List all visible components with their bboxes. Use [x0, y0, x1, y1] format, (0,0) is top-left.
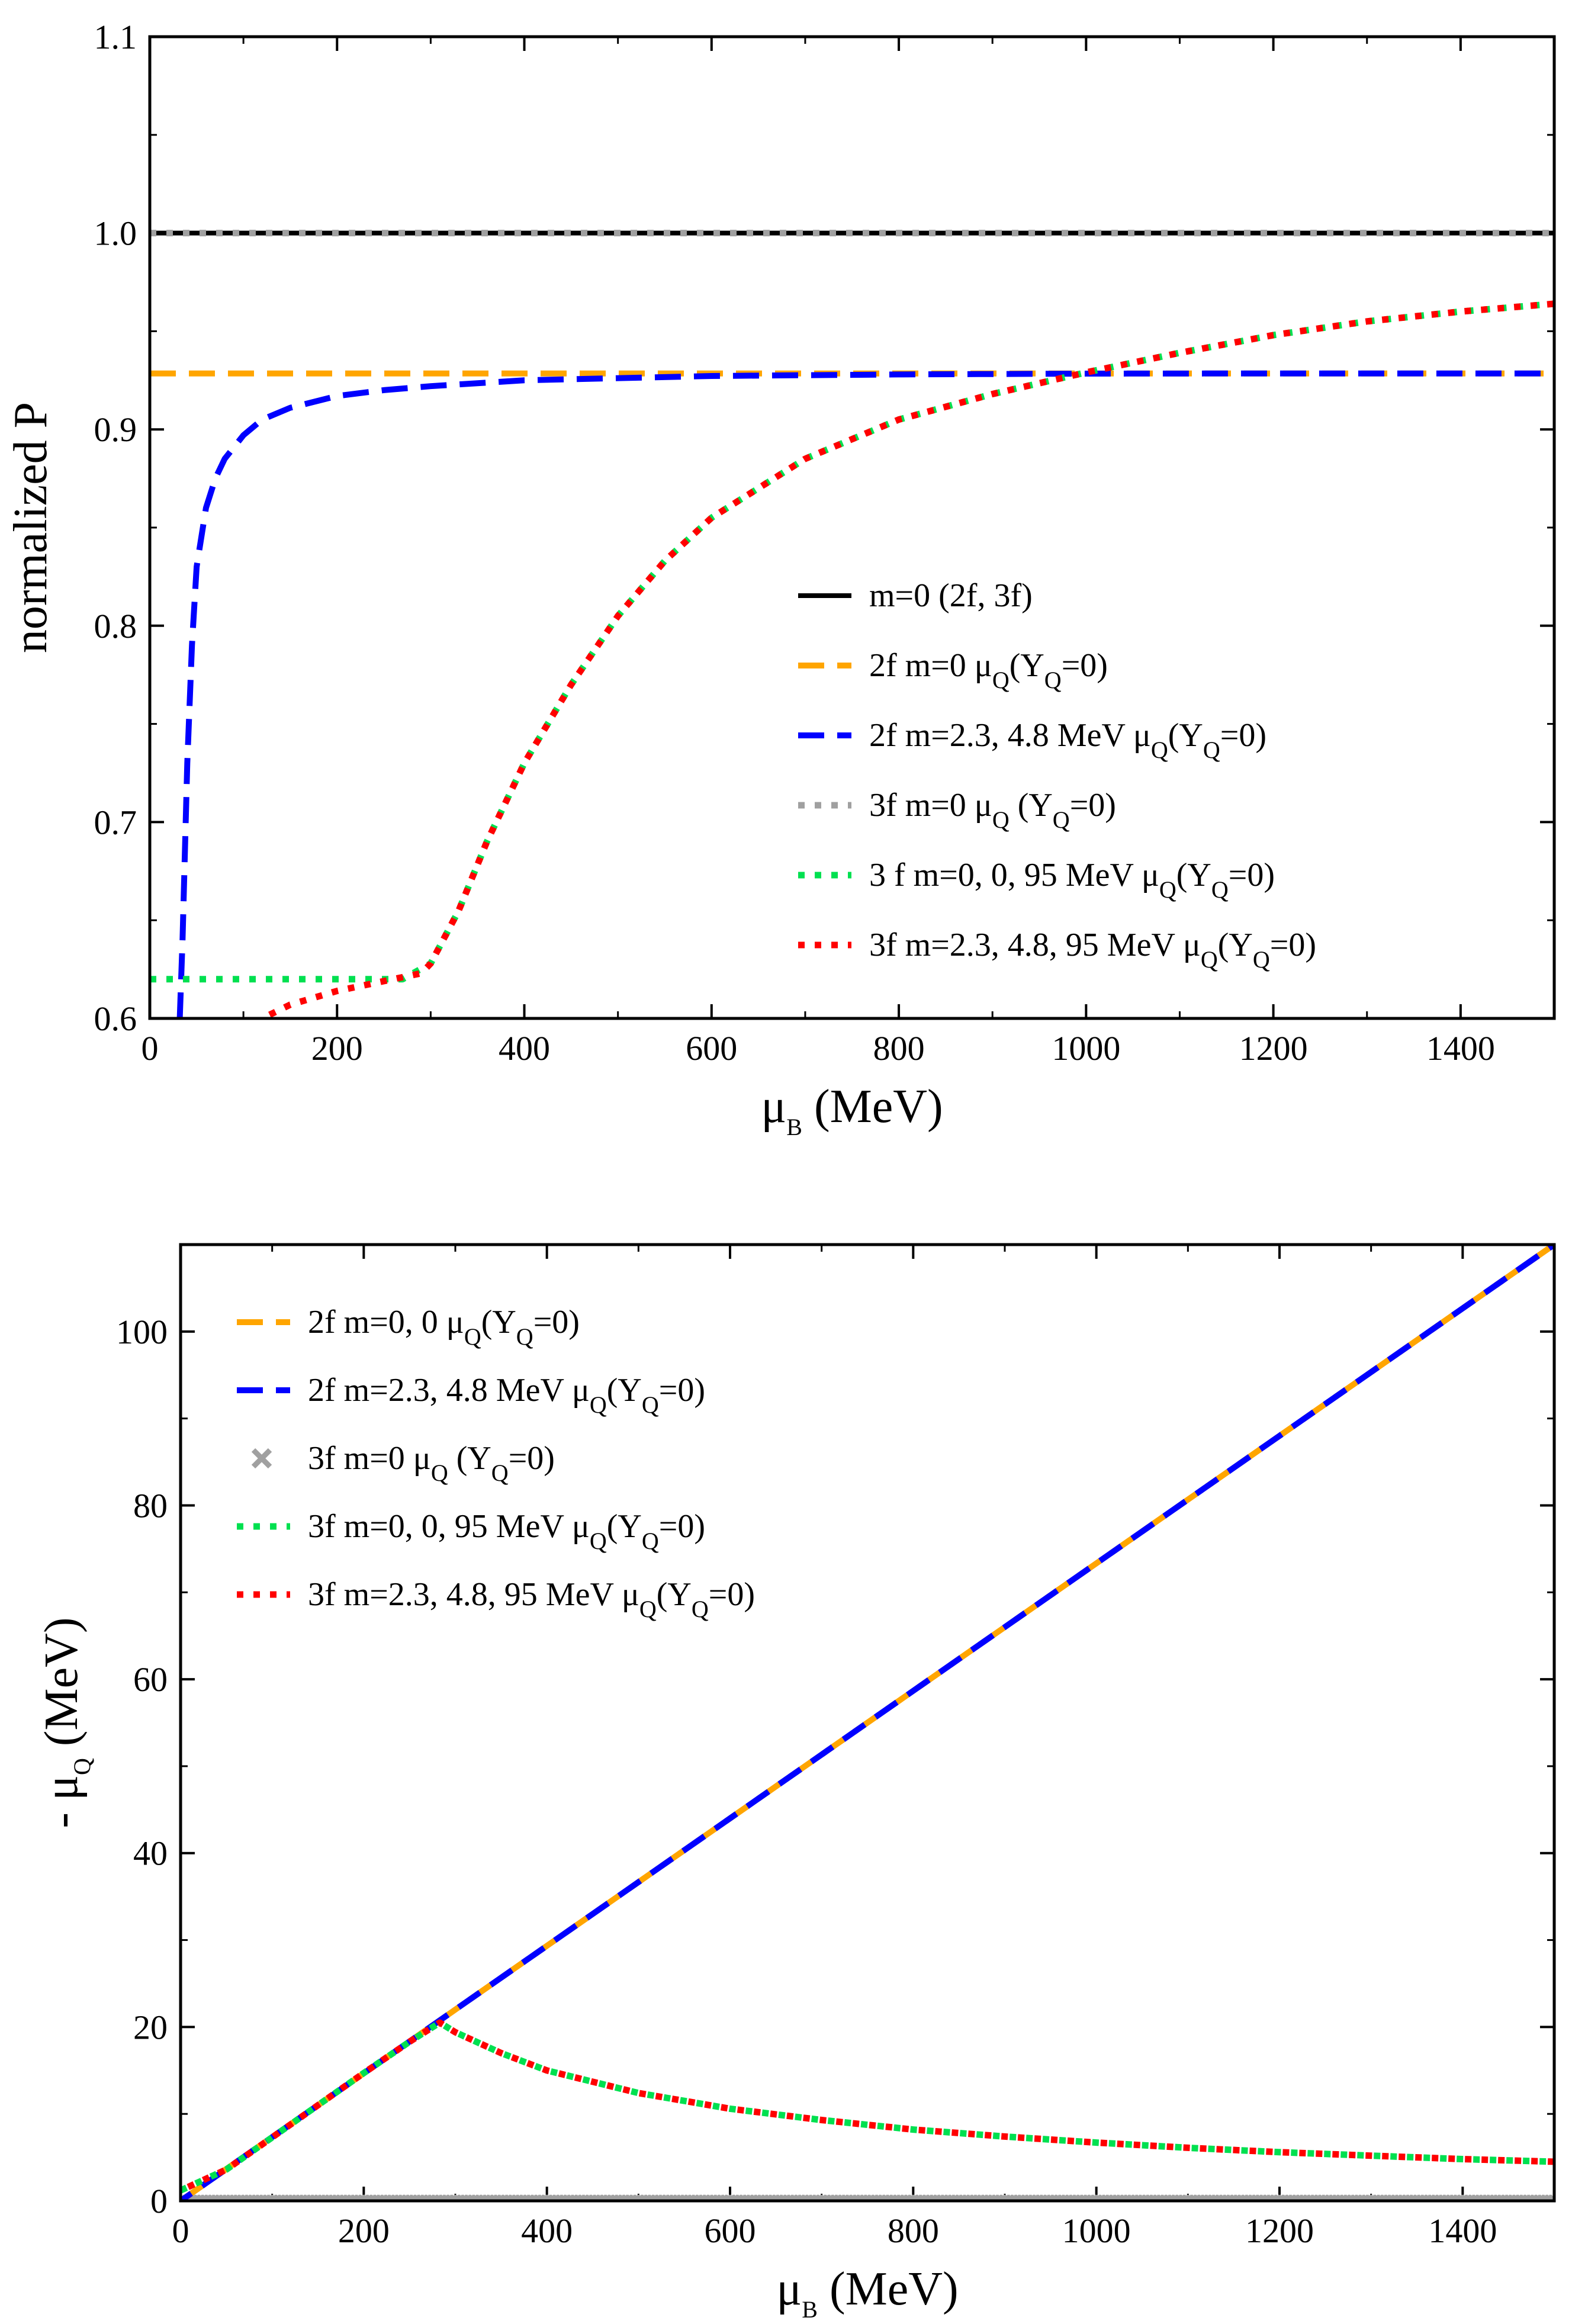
legend: m=0 (2f, 3f) 2f m=0 μQ(YQ=0) 2f m=2.3, 4.8… — [798, 577, 1316, 973]
legend-label: 3f m=2.3, 4.8, 95 MeV μQ(YQ=0) — [308, 1576, 755, 1622]
legend-label: 2f m=2.3, 4.8 MeV μQ(YQ=0) — [308, 1372, 705, 1418]
y-tick-label: 100 — [116, 1313, 168, 1351]
x-tick-label: 1400 — [1428, 2212, 1497, 2250]
x-tick-label: 1000 — [1062, 2212, 1131, 2250]
legend-label: 3f m=0, 0, 95 MeV μQ(YQ=0) — [308, 1508, 705, 1554]
series-line — [181, 2019, 1554, 2194]
y-tick-label: 1.1 — [94, 18, 137, 56]
y-axis-title: normalized P — [5, 402, 57, 653]
series-line — [150, 300, 1554, 983]
legend-label: 2f m=0 μQ(YQ=0) — [869, 647, 1108, 693]
legend-label: 3f m=2.3, 4.8, 95 MeV μQ(YQ=0) — [869, 927, 1316, 973]
legend-swatch — [251, 1448, 272, 1469]
x-tick-label: 800 — [888, 2212, 939, 2250]
axis-ticks — [149, 36, 1554, 1020]
legend: 2f m=0, 0 μQ(YQ=0) 2f m=2.3, 4.8 MeV μQ(Y… — [237, 1304, 755, 1622]
y-tick-label: 1.0 — [94, 214, 137, 253]
x-tick-label: 400 — [499, 1029, 550, 1068]
x-tick-label: 200 — [338, 2212, 390, 2250]
legend-label: 3f m=0 μQ (YQ=0) — [308, 1440, 555, 1486]
y-tick-label: 0 — [150, 2182, 168, 2220]
series-line — [176, 370, 1554, 1018]
x-tick-label: 0 — [172, 2212, 189, 2250]
plot-frame — [179, 1243, 1556, 2203]
y-tick-label: 40 — [133, 1834, 168, 1873]
plot-frame — [148, 35, 1556, 1020]
y-tick-label: 60 — [133, 1660, 168, 1699]
x-tick-label: 0 — [142, 1029, 159, 1068]
y-tick-label: 0.9 — [94, 410, 137, 449]
y-tick-label: 0.6 — [94, 999, 137, 1038]
x-tick-label: 600 — [686, 1029, 737, 1068]
x-axis-title: μB (MeV) — [761, 1081, 943, 1140]
x-tick-label: 1200 — [1245, 2212, 1314, 2250]
y-axis-title: - μQ (MeV) — [36, 1617, 95, 1828]
cross-marker — [1548, 2194, 1554, 2201]
y-tick-label: 0.7 — [94, 803, 137, 841]
x-tick-label: 600 — [705, 2212, 756, 2250]
x-tick-label: 1200 — [1239, 1029, 1308, 1068]
legend-label: 3 f m=0, 0, 95 MeV μQ(YQ=0) — [869, 857, 1275, 903]
x-tick-label: 1000 — [1052, 1029, 1120, 1068]
series-group — [181, 1245, 1554, 2201]
x-axis-title: μB (MeV) — [776, 2263, 958, 2323]
y-tick-label: 80 — [133, 1486, 168, 1525]
x-tick-label: 400 — [521, 2212, 573, 2250]
series-crosses — [181, 2194, 1554, 2201]
legend-label: m=0 (2f, 3f) — [869, 577, 1033, 614]
series-line — [261, 300, 1554, 1018]
y-tick-label: 0.8 — [94, 607, 137, 645]
x-tick-label: 800 — [873, 1029, 925, 1068]
y-tick-label: 20 — [133, 2008, 168, 2046]
series-group — [150, 230, 1554, 1018]
series-line — [181, 2019, 1554, 2194]
legend-label: 2f m=0, 0 μQ(YQ=0) — [308, 1304, 580, 1350]
charge-chemical-potential-plot: 0 200 400 600 800 1000 1200 1400 0 20 40 60 80 100 2f … — [36, 1243, 1556, 2323]
legend-label: 3f m=0 μQ (YQ=0) — [869, 787, 1116, 833]
x-tick-label: 200 — [311, 1029, 363, 1068]
x-tick-label: 1400 — [1426, 1029, 1495, 1068]
legend-label: 2f m=2.3, 4.8 MeV μQ(YQ=0) — [869, 717, 1266, 763]
pressure-plot: 0 200 400 600 800 1000 1200 1400 0.6 0.7 0.8 0.9 1.0… — [5, 18, 1556, 1140]
